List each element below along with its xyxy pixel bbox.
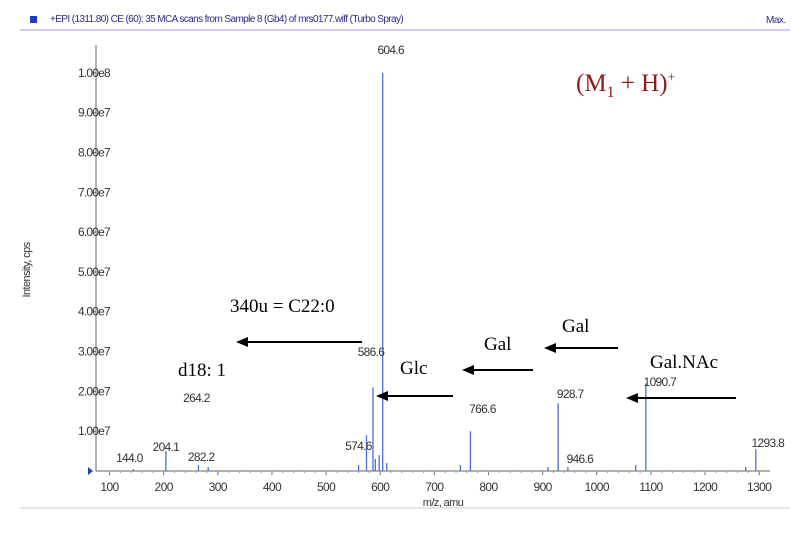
x-tick-label: 1000	[585, 480, 610, 494]
ceramide-annotation: 340u = C22:0	[230, 296, 335, 317]
x-tick-label: 100	[100, 480, 119, 494]
x-tick-label: 900	[534, 480, 553, 494]
peaks	[132, 72, 757, 471]
peak-label: 574.6	[345, 439, 373, 453]
y-tick-label: 7.00e7	[78, 185, 111, 199]
peak-label: 204.1	[153, 440, 181, 454]
x-tick-label: 300	[209, 480, 228, 494]
peak-label: 766.6	[469, 402, 497, 416]
x-tick-label: 1100	[639, 480, 663, 494]
header-marker-icon	[30, 16, 37, 23]
gal1-annotation: Gal	[484, 334, 511, 355]
peak-label: 1090.7	[644, 375, 678, 389]
galnac-annotation: Gal.NAc	[650, 352, 718, 373]
x-tick-label: 1300	[747, 480, 772, 494]
x-tick-label: 500	[317, 480, 336, 494]
y-tick-label: 1.00e7	[78, 424, 111, 438]
x-tick-label: 1200	[693, 480, 718, 494]
y-tick-label: 5.00e7	[78, 265, 111, 279]
y-tick-label: 1.00e8	[78, 66, 111, 80]
gal2-arrowhead	[544, 343, 556, 353]
peak-label: 586.6	[358, 345, 386, 359]
x-tick-label: 700	[425, 480, 444, 494]
x-tick-label: 400	[263, 480, 282, 494]
sphingoid-annotation: d18: 1	[178, 360, 226, 381]
fragment-annotations: 340u = C22:0 d18: 1 Glc Gal Gal Gal.NAc	[178, 296, 718, 381]
gal1-arrowhead	[462, 365, 474, 375]
max-label: Max.	[766, 15, 786, 26]
y-tick-label: 6.00e7	[78, 225, 111, 239]
ceramide-arrowhead	[236, 337, 248, 347]
peak-label: 264.2	[183, 391, 211, 405]
galnac-arrowhead	[626, 393, 638, 403]
y-tick-label: 2.00e7	[78, 384, 111, 398]
scan-header: +EPI (1311.80) CE (60): 35 MCA scans fro…	[50, 14, 404, 25]
axis-origin-marker-icon	[88, 467, 93, 475]
peak-label: 946.6	[567, 452, 595, 466]
peak-label: 1293.8	[752, 436, 786, 450]
glc-annotation: Glc	[400, 358, 427, 379]
x-tick-label: 200	[155, 480, 174, 494]
x-tick-label: 600	[371, 480, 390, 494]
axes: 100 200 300 400 500 600 700 800 900 1000 1100 1200 1…	[21, 45, 773, 509]
peak-label: 604.6	[377, 43, 405, 57]
y-axis-title: Intensity, cps	[21, 241, 33, 297]
y-tick-label: 4.00e7	[78, 305, 111, 319]
peak-label: 928.7	[557, 387, 585, 401]
y-tick-label: 8.00e7	[78, 145, 111, 159]
fragment-arrows	[236, 337, 736, 403]
y-tick-label: 3.00e7	[78, 345, 111, 359]
peak-labels: 144.0 204.1 264.2 282.2 574.6 586.6 604.6 766.6…	[116, 43, 786, 466]
precursor-ion-label: (M1 + H)+	[576, 70, 676, 101]
peak-label: 144.0	[116, 451, 144, 465]
y-tick-label: 9.00e7	[78, 106, 111, 120]
x-axis-title: m/z, amu	[423, 497, 464, 509]
peak-label: 282.2	[188, 450, 216, 464]
x-tick-label: 800	[479, 480, 498, 494]
gal2-annotation: Gal	[562, 316, 589, 337]
glc-arrowhead	[376, 391, 388, 401]
